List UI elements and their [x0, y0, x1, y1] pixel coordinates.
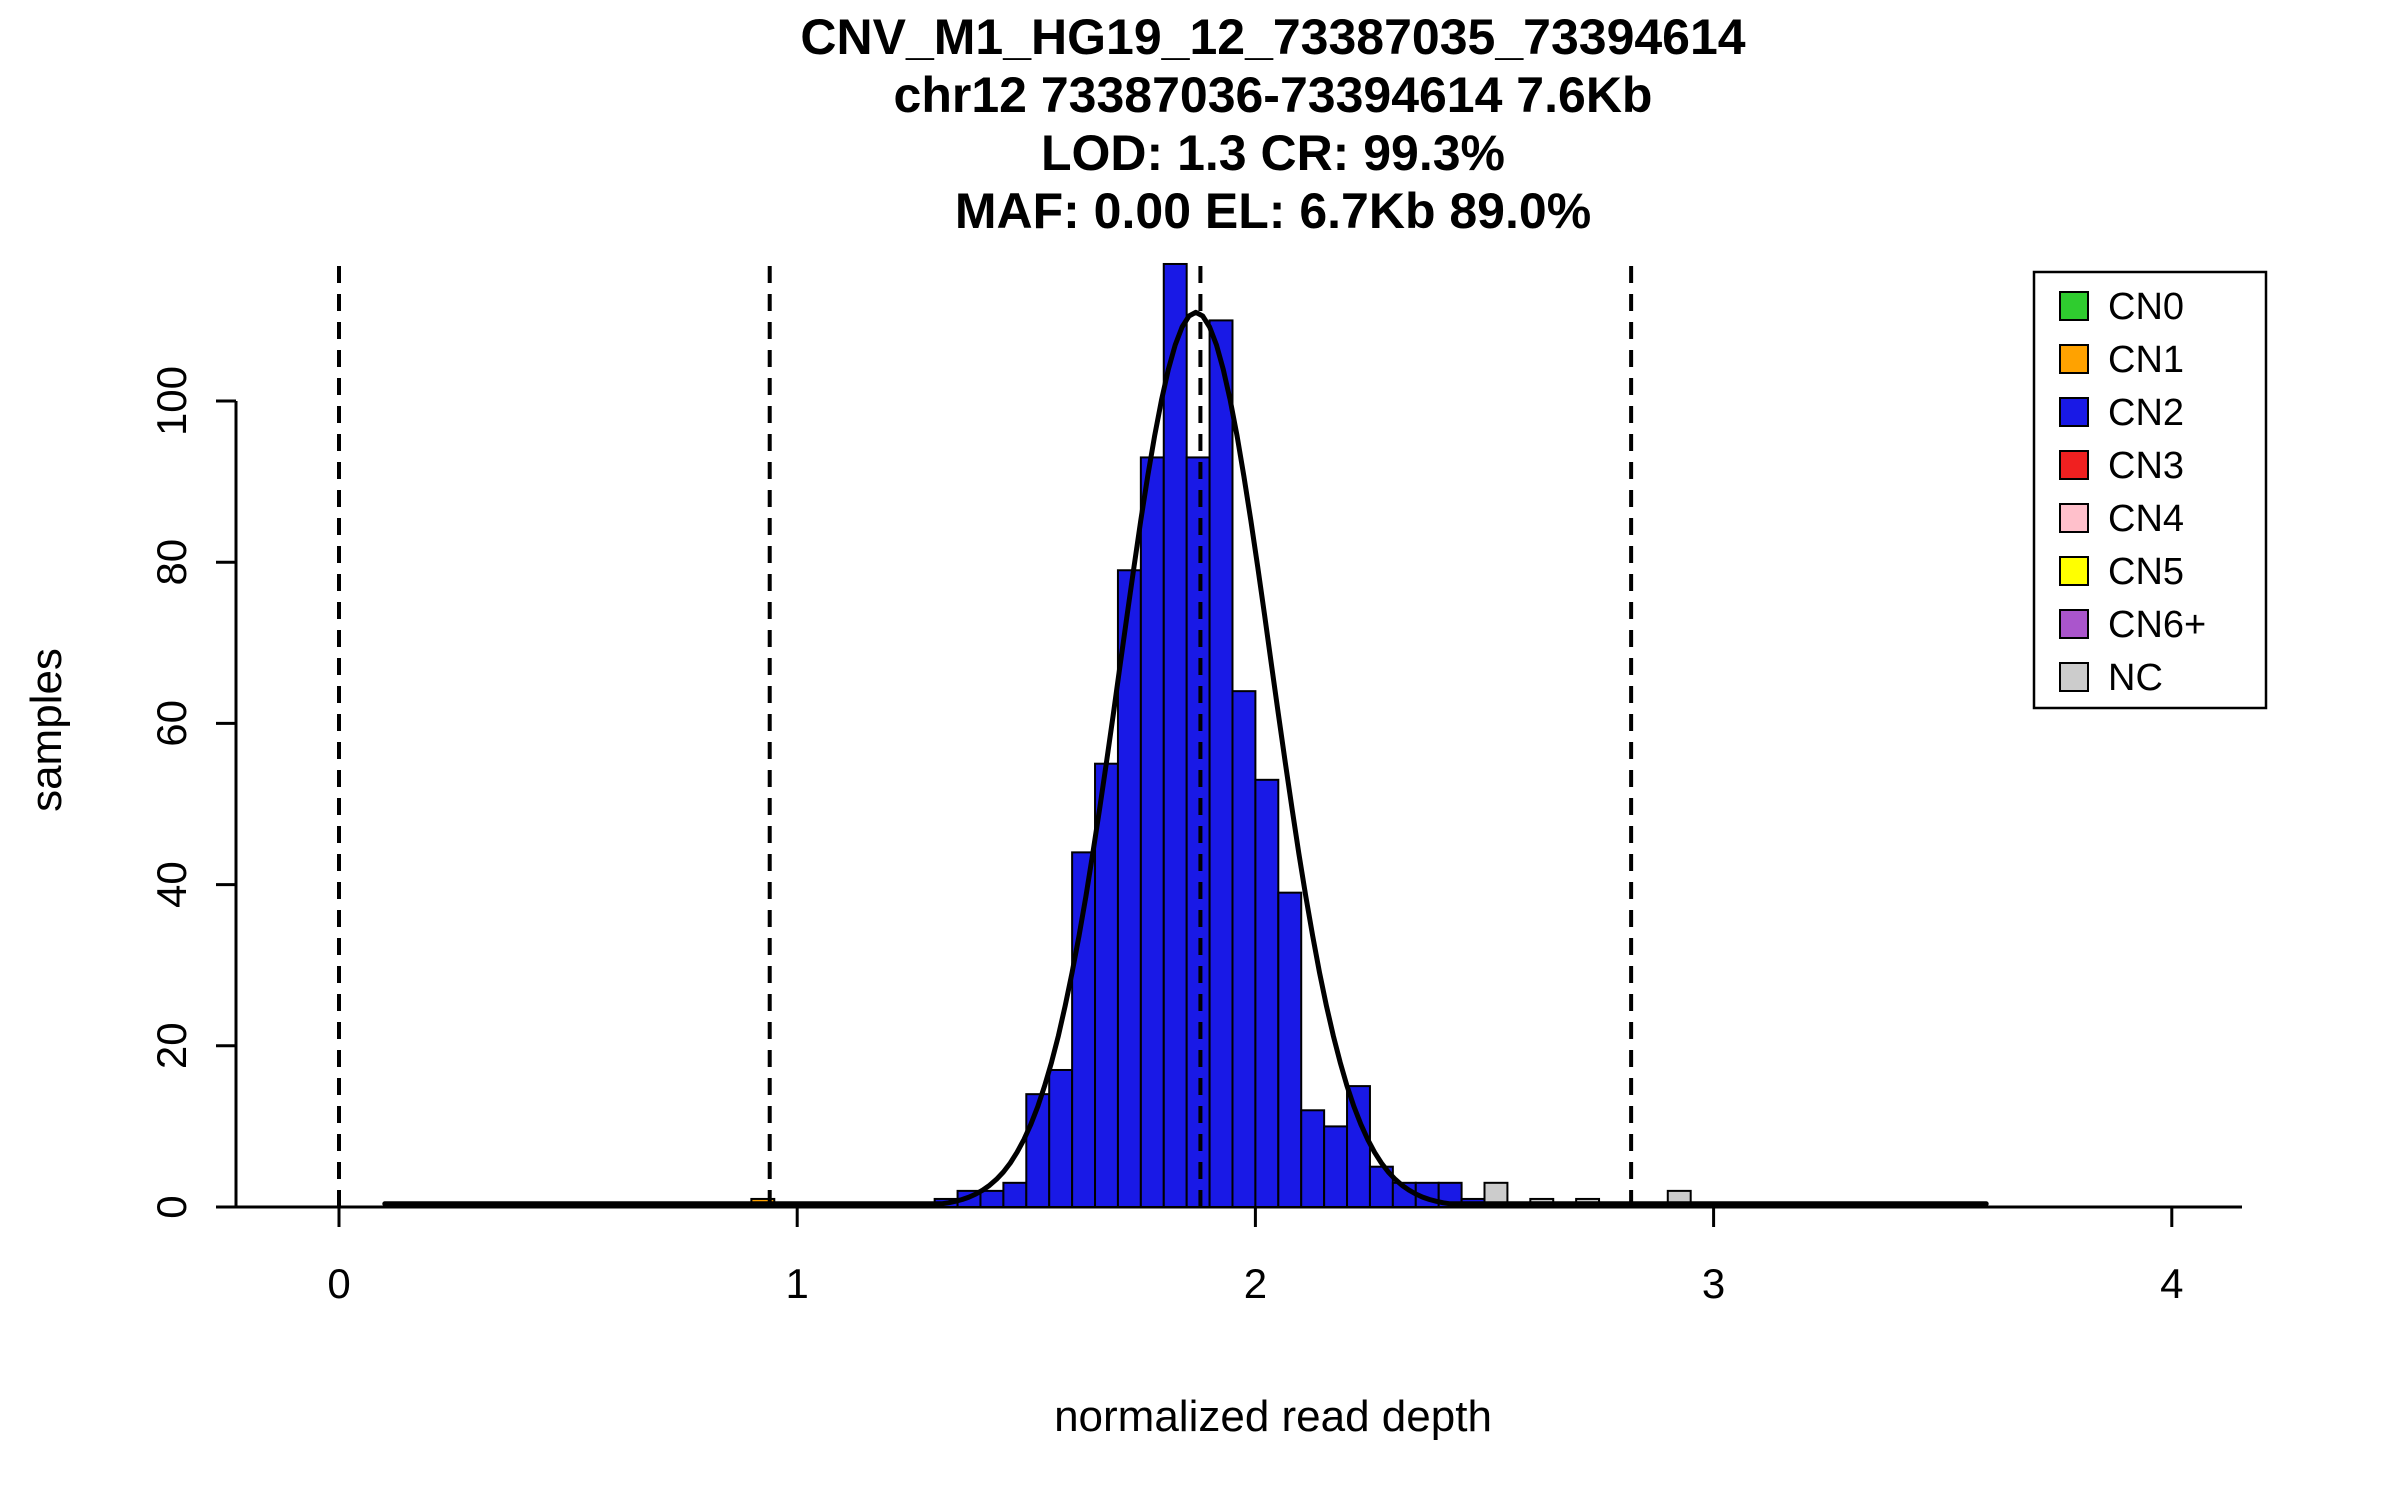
y-axis-label: samples — [22, 648, 71, 812]
legend-label-cn5: CN5 — [2108, 551, 2184, 593]
y-tick-label: 20 — [148, 1022, 195, 1069]
density-curve — [382, 309, 1989, 1207]
x-tick-label: 3 — [1702, 1260, 1725, 1307]
chart-title-line-4: MAF: 0.00 EL: 6.7Kb 89.0% — [954, 183, 1592, 239]
chart-title-line-1: CNV_M1_HG19_12_73387035_73394614 — [800, 9, 1746, 65]
histogram-bar — [1139, 456, 1165, 1209]
histogram-bar — [1002, 1181, 1028, 1208]
histogram-bar — [1048, 1068, 1074, 1208]
legend-swatch-cn1 — [2059, 344, 2089, 374]
legend-label-cn2: CN2 — [2108, 392, 2184, 434]
chart-title-line-2: chr12 73387036-73394614 7.6Kb — [893, 67, 1653, 123]
legend-swatch-nc — [2059, 662, 2089, 692]
y-tick-label: 0 — [148, 1195, 195, 1218]
legend-swatch-cn4 — [2059, 503, 2089, 533]
x-tick-label: 2 — [1244, 1260, 1267, 1307]
legend-label-cn3: CN3 — [2108, 445, 2184, 487]
y-tick-label: 40 — [148, 861, 195, 908]
legend-swatch-cn6plus — [2059, 609, 2089, 639]
histogram-bar — [1483, 1181, 1509, 1208]
legend-label-cn4: CN4 — [2108, 498, 2184, 540]
legend-label-cn0: CN0 — [2108, 286, 2184, 328]
legend-swatch-cn0 — [2059, 291, 2089, 321]
y-tick-label: 100 — [148, 366, 195, 436]
histogram-bar — [1231, 690, 1257, 1208]
x-axis-label: normalized read depth — [1054, 1392, 1492, 1441]
x-tick-label: 4 — [2160, 1260, 2183, 1307]
y-tick-label: 80 — [148, 539, 195, 586]
legend-label-cn6plus: CN6+ — [2108, 604, 2206, 646]
legend-swatch-cn3 — [2059, 450, 2089, 480]
legend-swatch-cn2 — [2059, 397, 2089, 427]
chart-title-block: CNV_M1_HG19_12_73387035_73394614 chr12 7… — [146, 8, 2400, 240]
histogram-bar — [979, 1189, 1005, 1209]
histogram-bar — [1300, 1109, 1326, 1209]
y-tick-label: 60 — [148, 700, 195, 747]
x-tick-label: 1 — [786, 1260, 809, 1307]
histogram-bar — [1277, 891, 1303, 1208]
histogram-bar — [1162, 262, 1188, 1209]
legend-swatch-cn5 — [2059, 556, 2089, 586]
histogram-bar — [1185, 456, 1211, 1209]
histogram-bar — [1254, 778, 1280, 1208]
histogram-bar — [1346, 1085, 1371, 1208]
chart-title-line-3: LOD: 1.3 CR: 99.3% — [1040, 125, 1505, 181]
x-tick-label: 0 — [327, 1260, 350, 1307]
histogram-bar — [1208, 319, 1234, 1208]
histogram-bar — [1323, 1125, 1349, 1209]
legend-label-nc: NC — [2108, 657, 2163, 699]
legend-label-cn1: CN1 — [2108, 339, 2184, 381]
